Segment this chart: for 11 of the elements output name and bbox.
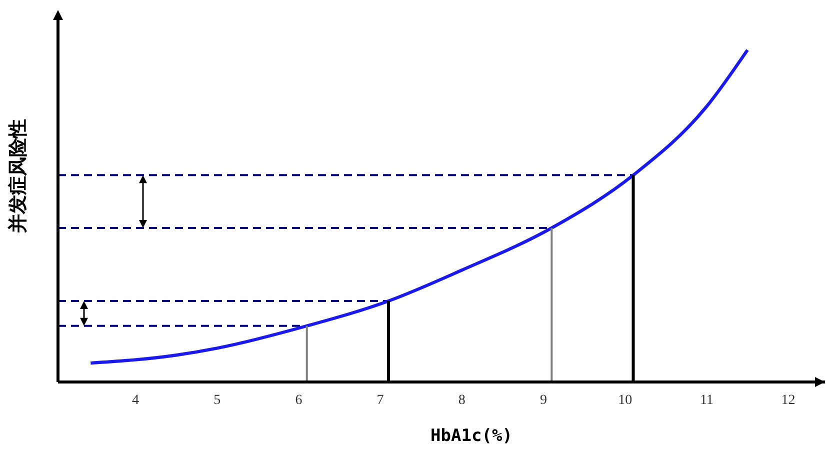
x-tick-label: 12 bbox=[781, 393, 796, 408]
x-tick-label: 6 bbox=[295, 393, 302, 408]
x-tick-label: 11 bbox=[700, 393, 714, 408]
y-axis-title: 并发症风险性 bbox=[7, 119, 29, 234]
x-axis-title: HbA1c(%) bbox=[430, 426, 512, 446]
x-tick-label: 5 bbox=[214, 393, 221, 408]
x-tick-label: 4 bbox=[132, 393, 140, 408]
x-tick-label: 9 bbox=[540, 393, 547, 408]
x-tick-label: 10 bbox=[618, 393, 632, 408]
x-tick-label: 8 bbox=[458, 393, 466, 408]
x-tick-label: 7 bbox=[376, 393, 384, 408]
